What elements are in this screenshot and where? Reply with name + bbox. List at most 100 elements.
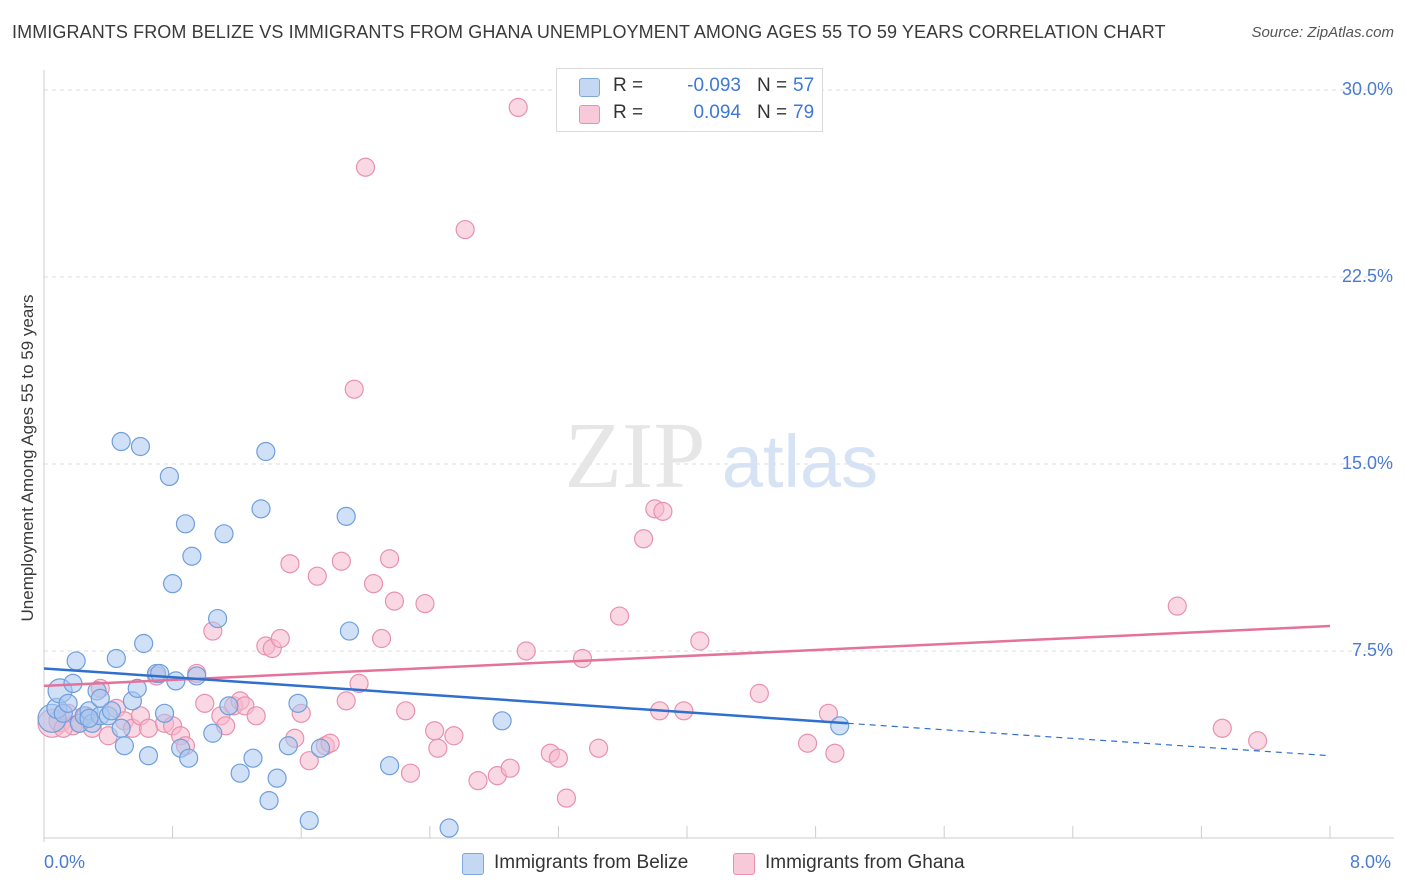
ghana-point	[384, 591, 405, 611]
belize-point	[111, 431, 131, 452]
watermark-atlas: atlas	[722, 420, 878, 503]
ghana-point	[425, 721, 445, 741]
legend-r-label: R =	[613, 75, 644, 96]
belize-point	[90, 688, 110, 708]
ghana-point	[548, 748, 569, 768]
ghana-point	[280, 554, 300, 574]
ghana-point	[455, 219, 475, 240]
belize-point	[154, 703, 175, 723]
belize-point	[208, 608, 228, 629]
ghana-point	[572, 648, 593, 669]
belize-point	[130, 436, 151, 457]
legend-swatch-ghana	[579, 105, 600, 124]
ghana-point	[1212, 718, 1232, 738]
y-tick-label: 30.0%	[1341, 78, 1393, 99]
ghana-point	[500, 758, 520, 778]
belize-point	[336, 506, 356, 526]
belize-point	[267, 768, 287, 788]
belize-point	[256, 441, 276, 462]
ghana-point	[633, 529, 654, 549]
ghana-point	[307, 566, 327, 586]
legend-swatch-belize	[462, 853, 484, 875]
ghana-point	[690, 631, 710, 651]
legend-r-value-belize: -0.093	[687, 75, 741, 96]
ghana-point	[428, 738, 448, 758]
axes	[43, 70, 1394, 842]
belize-point	[111, 718, 131, 738]
belize-point	[134, 633, 154, 654]
belize-point	[299, 810, 319, 831]
belize-point	[243, 748, 263, 768]
legend-label-belize: Immigrants from Belize	[494, 852, 689, 873]
y-tick-label: 7.5%	[1351, 639, 1393, 660]
legend-n-label: N =	[757, 75, 788, 96]
belize-point	[127, 678, 147, 698]
source-label: Source: ZipAtlas.com	[1251, 24, 1394, 41]
ghana-point	[588, 738, 609, 758]
ghana-point	[363, 574, 384, 594]
belize-point	[339, 621, 360, 641]
legend-label-ghana: Immigrants from Ghana	[765, 852, 965, 873]
legend-n-value-belize: 57	[793, 75, 815, 96]
belize-point	[182, 546, 202, 566]
belize-point	[492, 711, 512, 731]
belize-point	[214, 524, 234, 544]
belize-point	[380, 756, 400, 776]
ghana-point	[1248, 731, 1268, 751]
gridlines	[44, 89, 1394, 652]
belize-point	[66, 651, 86, 671]
ghana-point	[825, 743, 845, 763]
legend-n-label: N =	[757, 102, 788, 123]
x-tick-min: 0.0%	[44, 852, 86, 872]
belize-point	[830, 716, 850, 736]
ghana-point	[270, 628, 290, 649]
correlation-legend: R = -0.093 N = 57 R = 0.094 N = 79	[556, 68, 823, 132]
ghana-point	[400, 763, 421, 783]
belize-point	[101, 701, 122, 721]
ghana-trend-line	[43, 624, 1331, 688]
y-tick-label: 15.0%	[1341, 452, 1393, 473]
belize-point	[439, 818, 459, 838]
belize-point	[106, 648, 126, 669]
ghana-point	[444, 726, 464, 746]
ghana-point	[1167, 596, 1187, 616]
belize-point	[251, 499, 271, 519]
ghana-point	[516, 641, 536, 661]
legend-n-value-ghana: 79	[793, 102, 815, 123]
ghana-point	[246, 706, 266, 726]
legend-r-label: R =	[613, 102, 644, 123]
belize-point	[159, 466, 179, 487]
series-belize-points	[37, 431, 850, 838]
ghana-point	[609, 606, 630, 626]
ghana-point	[344, 379, 364, 399]
belize-point	[150, 663, 170, 684]
ghana-point	[349, 673, 369, 694]
ghana-point	[415, 594, 435, 614]
ghana-point	[749, 683, 769, 703]
ghana-point	[331, 551, 351, 571]
belize-point	[219, 696, 239, 716]
ghana-point	[380, 549, 400, 569]
ghana-point	[468, 771, 488, 791]
x-tick-max: 8.0%	[1350, 852, 1392, 872]
belize-point	[230, 763, 250, 783]
ghana-point	[336, 691, 356, 711]
belize-point	[163, 574, 183, 594]
ghana-point	[371, 628, 392, 649]
belize-trend-line	[43, 667, 848, 725]
ghana-point	[653, 501, 673, 521]
trend-lines	[43, 624, 1331, 757]
ghana-point	[797, 733, 818, 753]
belize-point	[179, 748, 199, 768]
belize-point	[288, 693, 308, 713]
belize-point	[79, 708, 99, 728]
belize-point	[114, 736, 134, 756]
ghana-point	[299, 751, 319, 771]
belize-point	[310, 738, 331, 758]
chart-title: IMMIGRANTS FROM BELIZE VS IMMIGRANTS FRO…	[12, 22, 1166, 42]
y-tick-label: 22.5%	[1341, 265, 1393, 286]
ghana-point	[556, 788, 577, 808]
ghana-point	[355, 157, 376, 177]
belize-point	[138, 746, 159, 766]
